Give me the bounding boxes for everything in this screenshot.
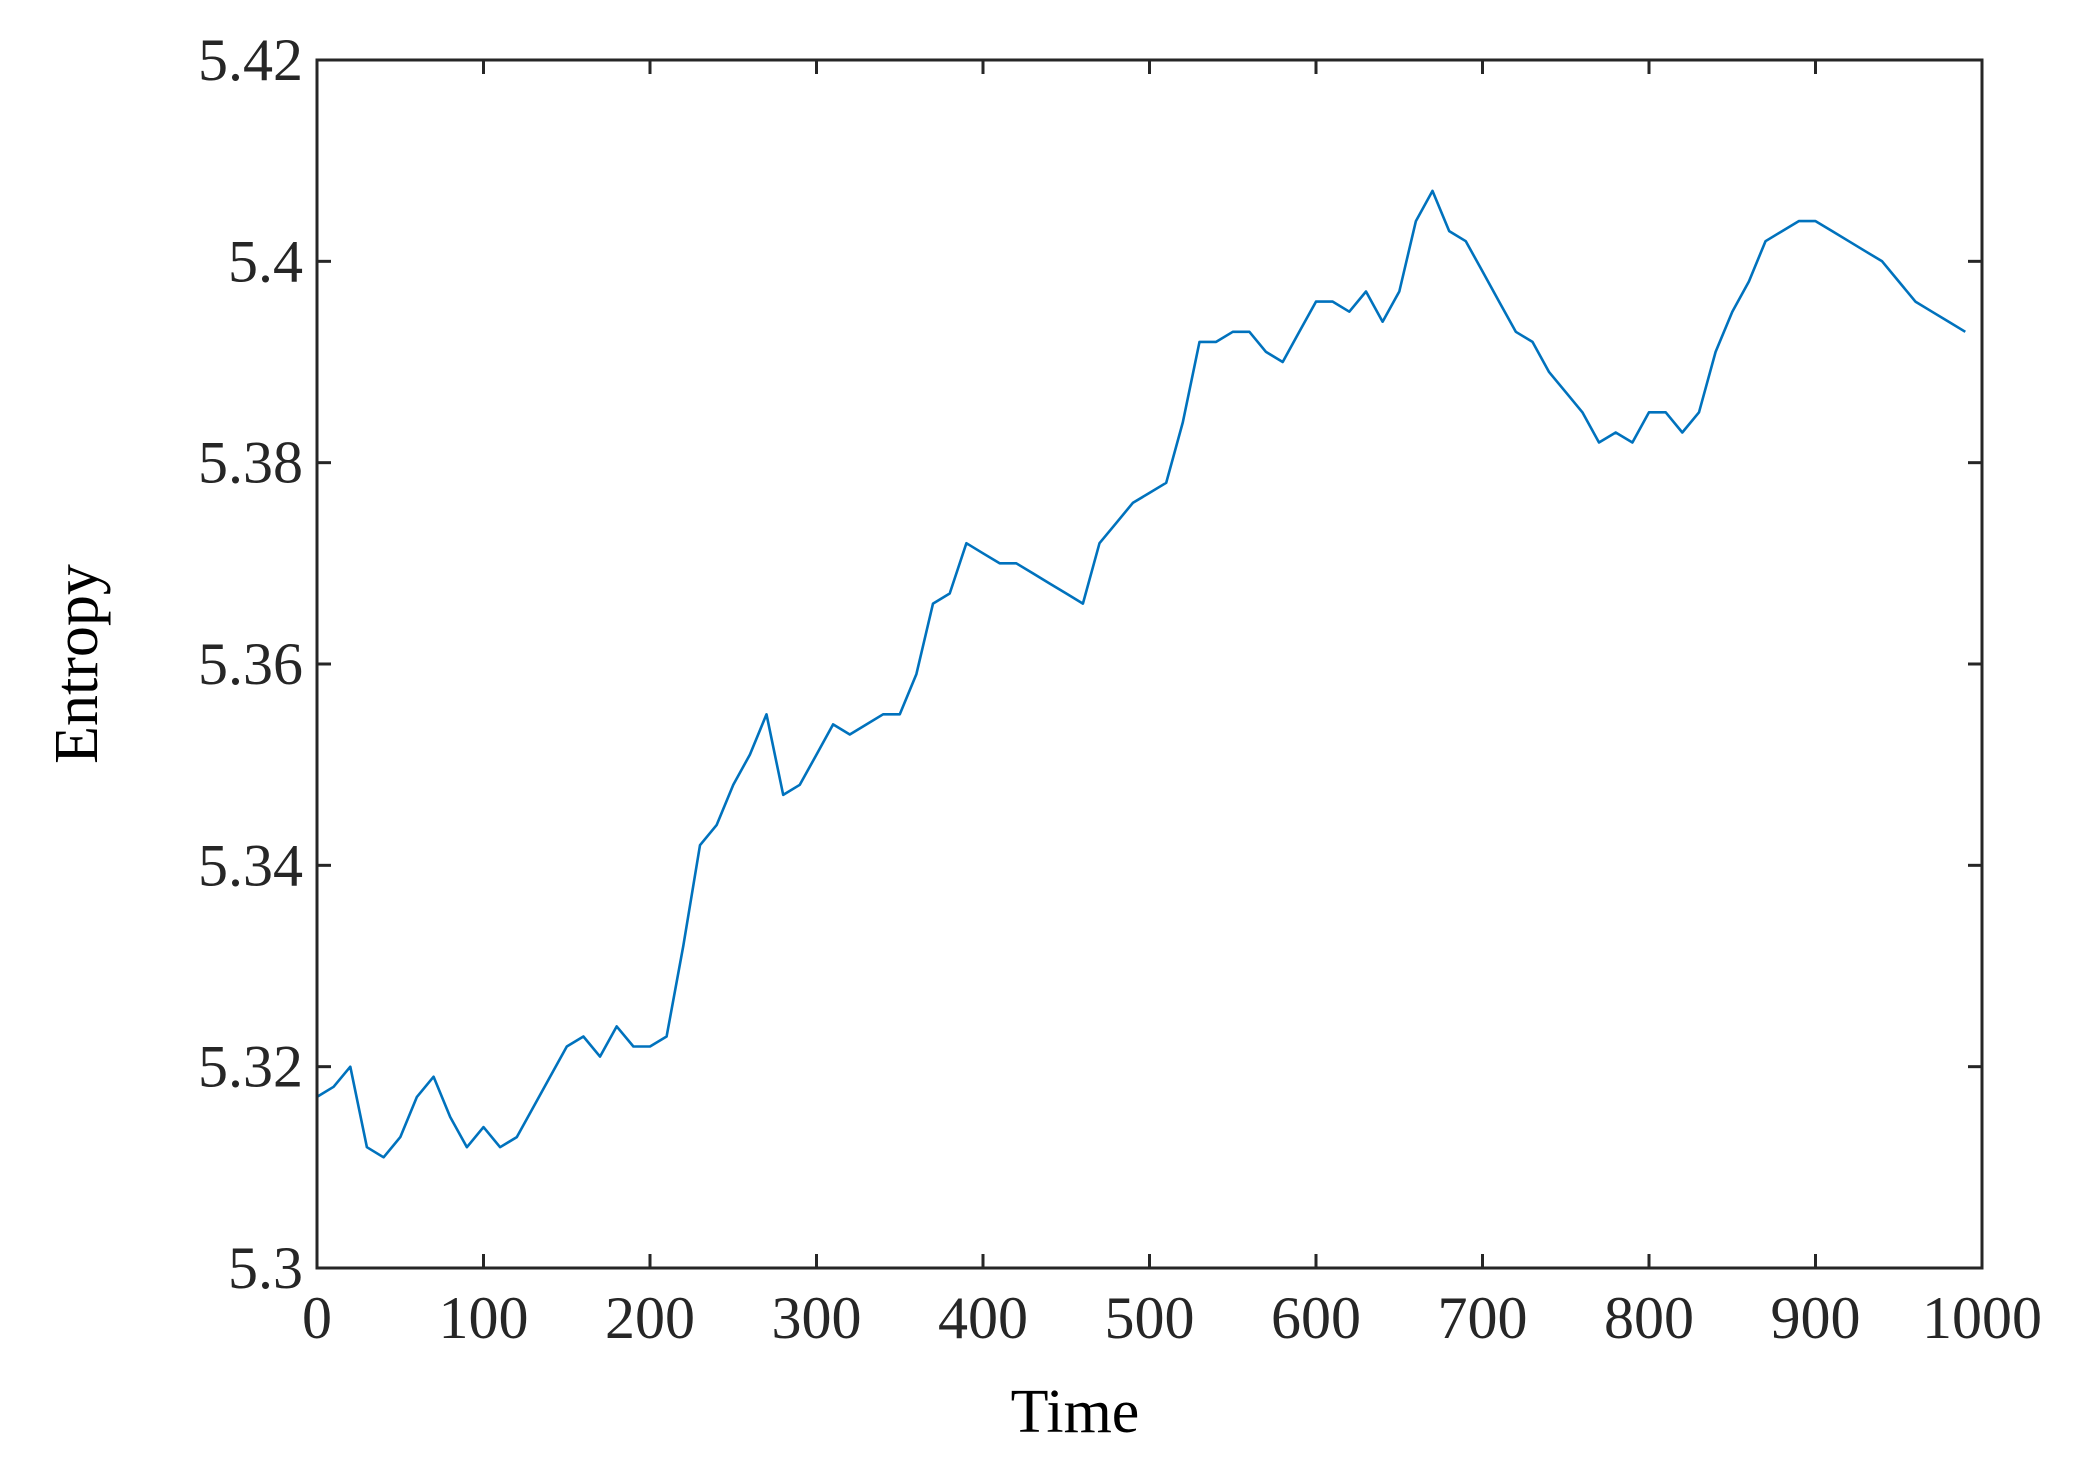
x-tick-label: 300 — [772, 1285, 862, 1351]
series-layer — [316, 189, 1966, 1159]
y-tick-label: 5.32 — [198, 1034, 303, 1100]
y-axis-title: Entropy — [43, 564, 111, 764]
y-tick-label: 5.4 — [228, 228, 303, 294]
x-tick-label: 1000 — [1922, 1285, 2042, 1351]
x-tick-label: 800 — [1604, 1285, 1694, 1351]
y-tick-labels: 5.3 5.32 5.34 5.36 5.38 5.4 5.42 — [198, 27, 303, 1301]
x-tick-label: 400 — [938, 1285, 1028, 1351]
y-tick-label: 5.34 — [198, 832, 303, 898]
x-tick-label: 200 — [605, 1285, 695, 1351]
y-tick-label: 5.36 — [198, 631, 303, 697]
x-tick-label: 500 — [1105, 1285, 1195, 1351]
x-tick-labels: 0 100 200 300 400 500 600 700 800 900 1000 — [302, 1285, 2042, 1351]
series-line-0 — [316, 189, 1966, 1159]
x-tick-label: 700 — [1438, 1285, 1528, 1351]
y-tick-label: 5.42 — [198, 27, 303, 93]
plot-area-background — [317, 60, 1982, 1268]
y-tick-label: 5.38 — [198, 430, 303, 496]
x-tick-label: 0 — [302, 1285, 332, 1351]
x-tick-label: 600 — [1271, 1285, 1361, 1351]
x-tick-label: 900 — [1771, 1285, 1861, 1351]
x-tick-label: 100 — [439, 1285, 529, 1351]
x-axis-title: Time — [1011, 1378, 1140, 1446]
tick-layer — [315, 58, 1984, 1270]
y-tick-label: 5.3 — [228, 1235, 303, 1301]
